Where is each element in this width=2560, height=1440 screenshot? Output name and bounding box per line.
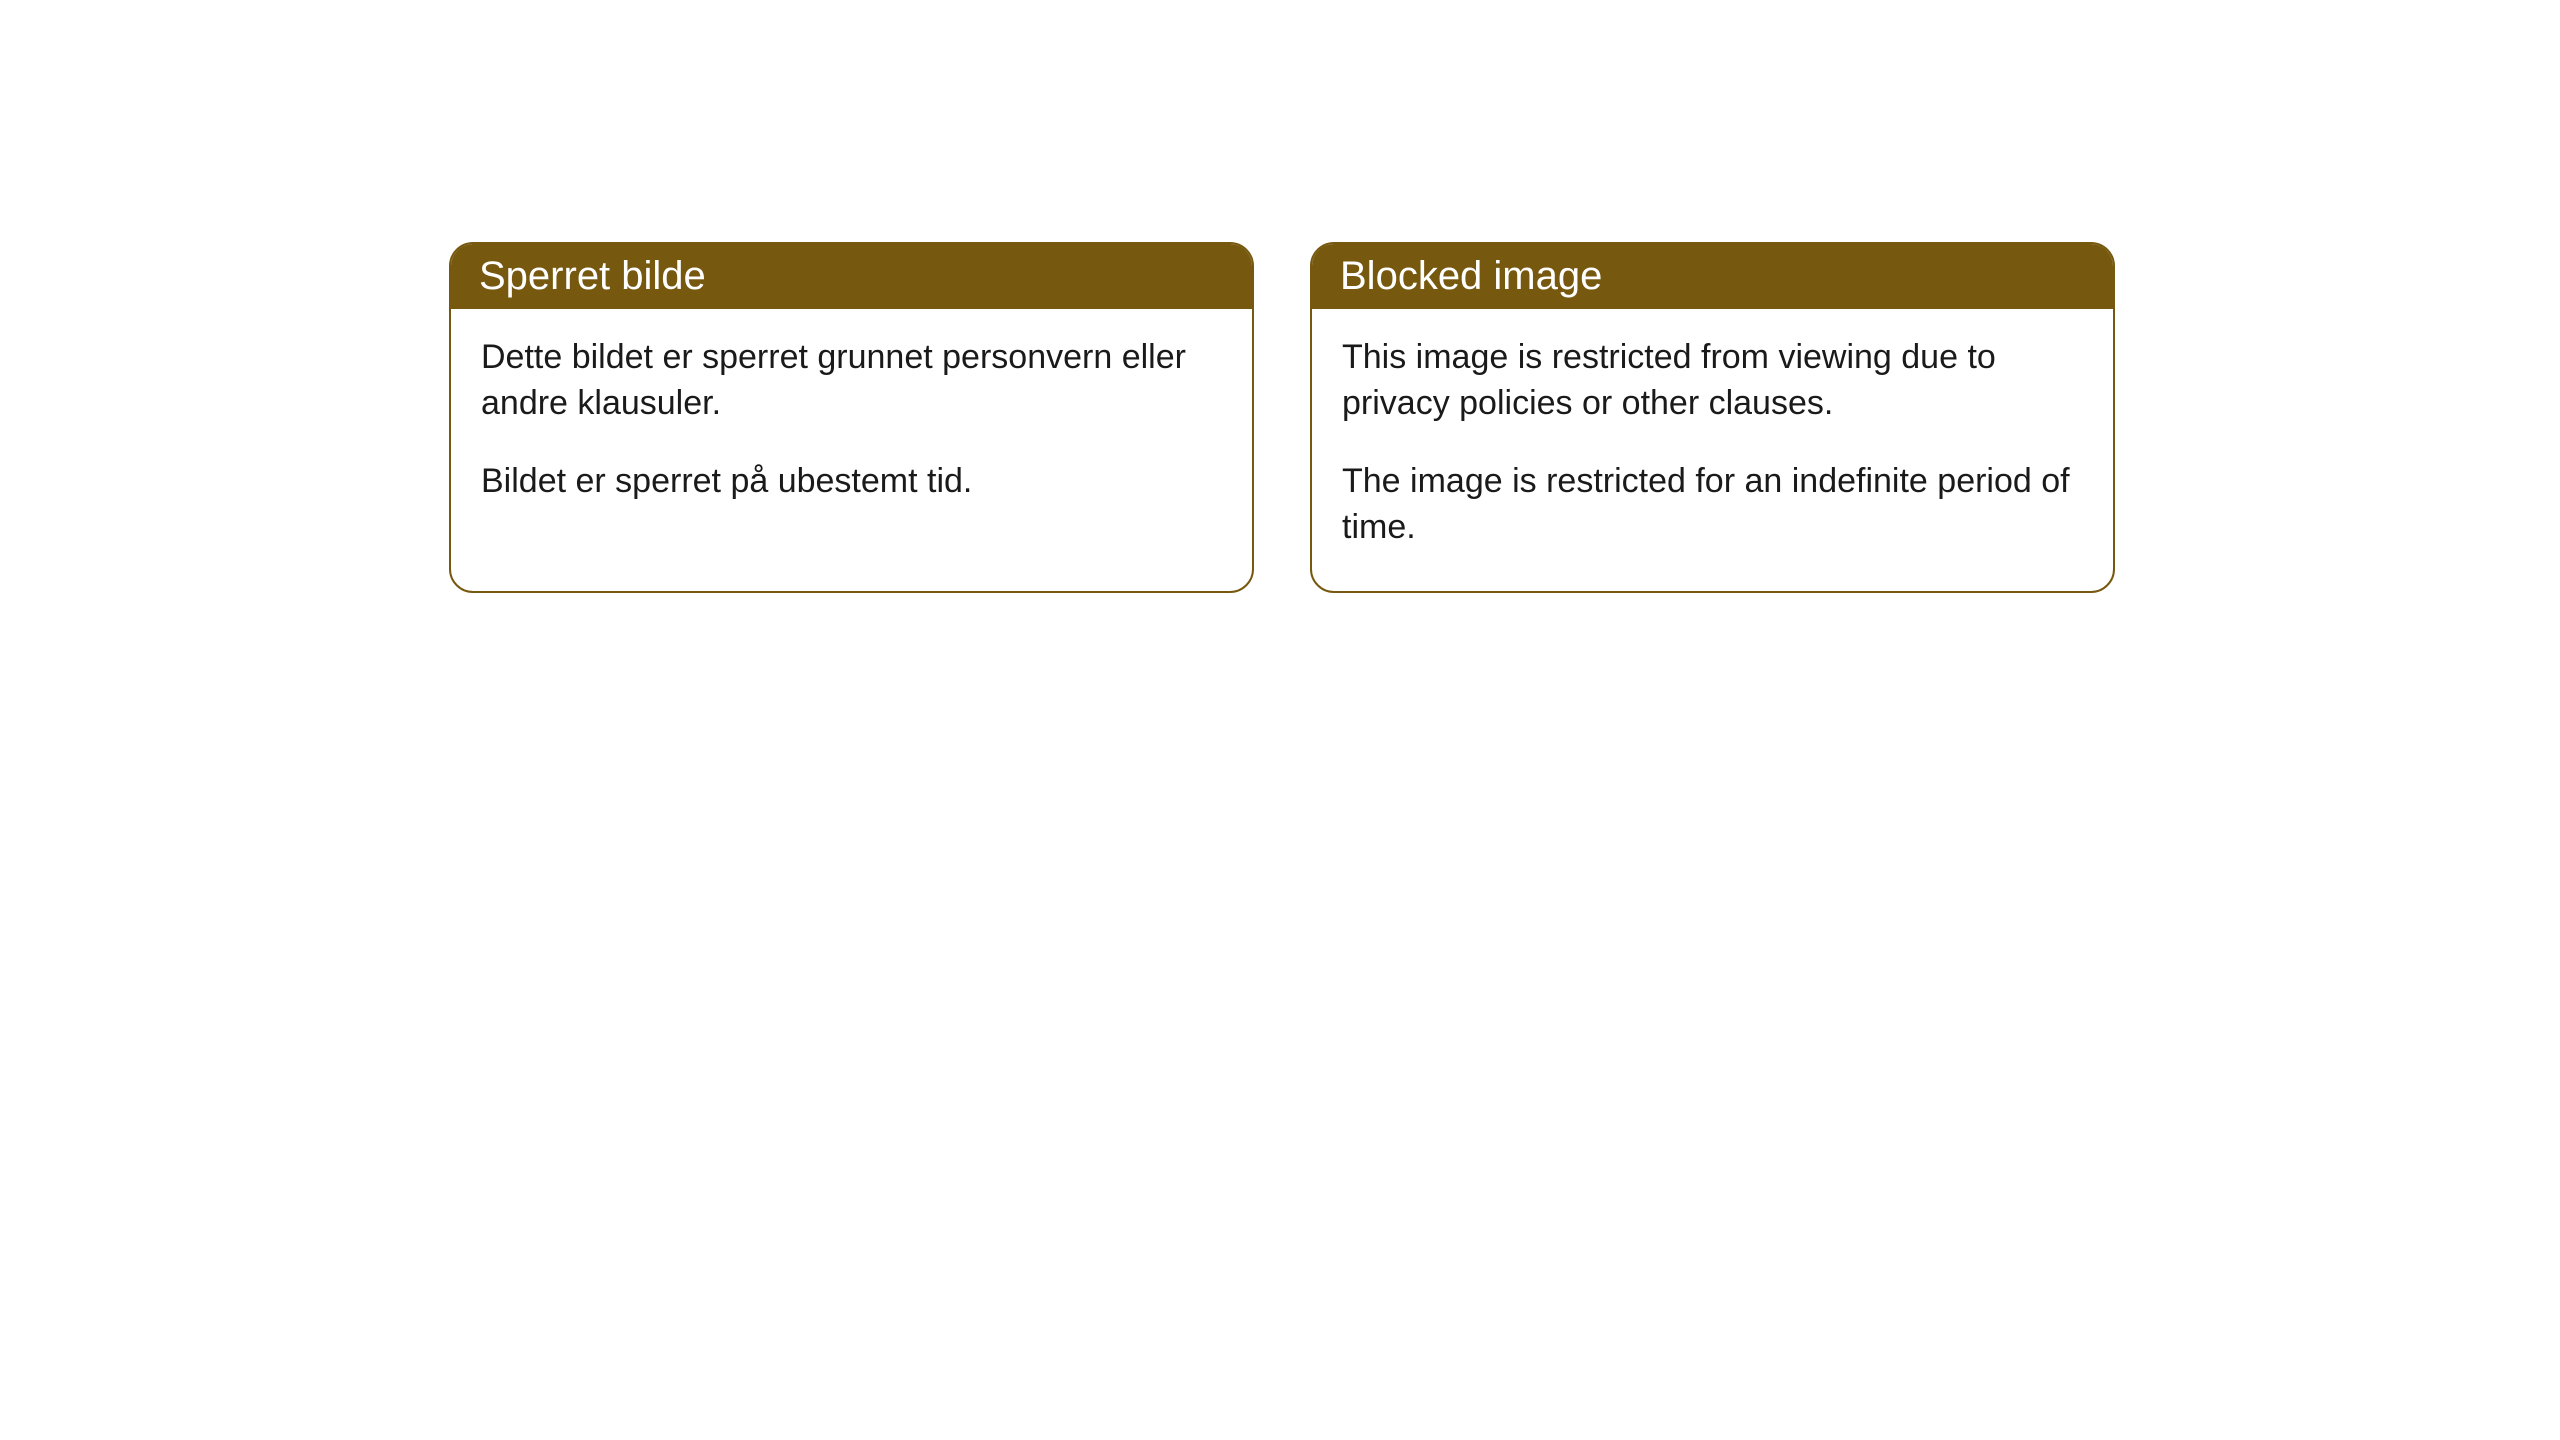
- cards-container: Sperret bilde Dette bildet er sperret gr…: [0, 0, 2560, 593]
- card-paragraph: Bildet er sperret på ubestemt tid.: [481, 459, 1222, 505]
- card-body-norwegian: Dette bildet er sperret grunnet personve…: [451, 309, 1252, 545]
- card-header-english: Blocked image: [1312, 244, 2113, 309]
- card-norwegian: Sperret bilde Dette bildet er sperret gr…: [449, 242, 1254, 593]
- card-body-english: This image is restricted from viewing du…: [1312, 309, 2113, 591]
- card-header-norwegian: Sperret bilde: [451, 244, 1252, 309]
- card-paragraph: Dette bildet er sperret grunnet personve…: [481, 335, 1222, 427]
- card-english: Blocked image This image is restricted f…: [1310, 242, 2115, 593]
- card-paragraph: The image is restricted for an indefinit…: [1342, 459, 2083, 551]
- card-paragraph: This image is restricted from viewing du…: [1342, 335, 2083, 427]
